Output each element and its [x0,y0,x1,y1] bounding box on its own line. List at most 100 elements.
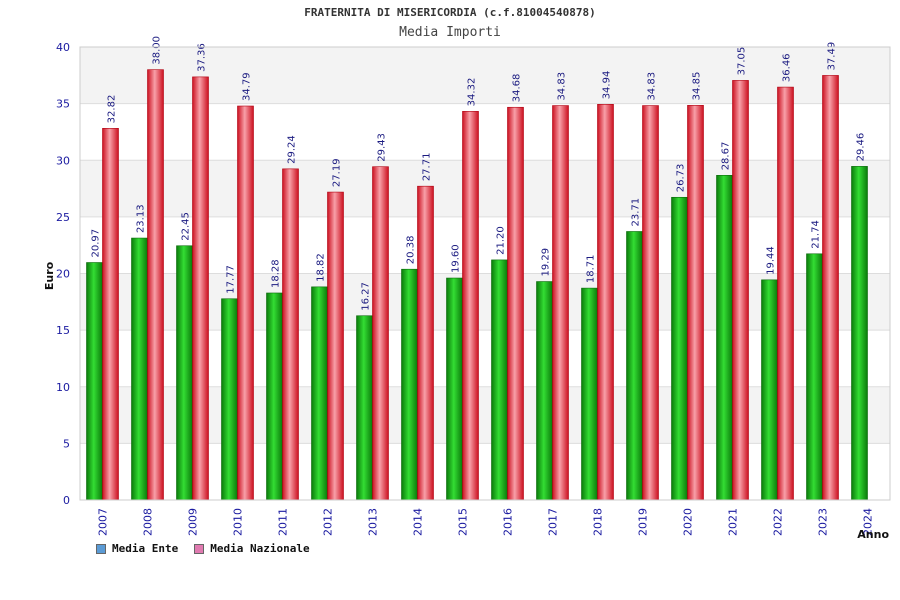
x-tick-label: 2018 [592,508,605,536]
y-tick-label: 5 [63,437,70,450]
bar-media-nazionale [777,86,794,501]
bar-media-ente [401,268,418,501]
y-axis-label: Euro [43,261,56,290]
bar-media-ente [626,231,643,501]
data-label: 34.85 [692,72,703,101]
x-tick-label: 2019 [637,508,650,536]
data-label: 29.46 [856,133,867,162]
data-label: 21.20 [496,226,507,255]
y-tick-label: 25 [56,211,70,224]
data-label: 34.79 [242,72,253,101]
y-tick-label: 40 [56,41,70,54]
data-label: 34.68 [512,74,523,103]
band [80,273,890,331]
data-label: 27.71 [422,153,433,182]
x-tick-label: 2007 [97,508,110,536]
bar-media-nazionale [147,69,164,501]
data-label: 18.28 [271,259,282,288]
data-label: 21.74 [811,220,822,249]
x-tick-label: 2010 [232,508,245,536]
data-label: 26.73 [676,164,687,193]
bar-media-nazionale [417,185,434,501]
plot-border [79,46,891,501]
band [80,216,890,274]
data-label: 37.05 [737,47,748,76]
bar-media-ente [851,166,868,501]
y-tick-label: 10 [56,381,70,394]
data-label: 23.71 [631,198,642,227]
bar-media-ente [716,175,733,501]
data-label: 27.19 [332,158,343,187]
x-tick-label: 2024 [862,508,875,536]
bar-media-ente [266,292,283,501]
data-label: 19.29 [541,248,552,277]
data-label: 19.44 [766,246,777,275]
bar-media-nazionale [282,168,299,501]
band [80,443,890,500]
x-tick-label: 2015 [457,508,470,536]
bar-media-nazionale [732,80,749,501]
legend-swatch-media-ente [96,543,106,554]
bar-media-nazionale [102,128,119,501]
y-tick-label: 15 [56,324,70,337]
bar-media-ente [761,279,778,501]
bar-media-ente [176,245,193,501]
bar-media-ente [131,237,148,501]
data-label: 36.46 [782,53,793,82]
x-tick-label: 2022 [772,508,785,536]
bar-media-nazionale [687,105,704,501]
chart-subtitle: Media Importi [399,25,501,40]
legend-swatch-media-nazionale [194,543,205,554]
data-label: 16.27 [361,282,372,311]
bar-media-nazionale [507,106,524,501]
bar-media-nazionale [822,75,839,501]
data-label: 34.83 [647,72,658,101]
band [80,330,890,387]
bar-media-ente [311,286,328,501]
data-label: 37.36 [197,43,208,72]
data-label: 37.49 [827,42,838,71]
legend-item-media-nazionale: Media Nazionale [194,542,310,555]
data-label: 18.71 [586,254,597,283]
data-label: 38.00 [152,36,163,65]
x-tick-label: 2023 [817,508,830,536]
data-label: 18.82 [316,253,327,282]
x-tick-label: 2009 [187,508,200,536]
bar-media-nazionale [372,166,389,501]
data-label: 29.24 [287,135,298,164]
y-tick-label: 30 [56,154,70,167]
data-label: 20.38 [406,236,417,265]
bar-media-ente [356,315,373,501]
bar-media-ente [221,298,238,501]
band [80,386,890,444]
data-label: 34.32 [467,78,478,107]
legend-label-media-ente: Media Ente [112,542,179,555]
y-tick-label: 20 [56,268,70,281]
data-label: 19.60 [451,244,462,273]
bar-media-nazionale [597,104,614,501]
x-tick-label: 2017 [547,508,560,536]
legend-item-media-ente: Media Ente [96,542,178,555]
data-label: 23.13 [136,204,147,233]
bar-media-ente [671,196,688,501]
x-tick-label: 2020 [682,508,695,536]
y-tick-label: 0 [63,494,70,507]
data-label: 34.83 [557,72,568,101]
band [80,47,890,104]
x-tick-label: 2013 [367,508,380,536]
x-tick-label: 2011 [277,508,290,536]
y-tick-label: 35 [56,98,70,111]
bar-media-ente [491,259,508,501]
data-label: 20.97 [91,229,102,258]
bar-media-nazionale [327,191,344,501]
bar-media-nazionale [552,105,569,501]
x-tick-label: 2016 [502,508,515,536]
bar-media-nazionale [462,111,479,501]
legend: Media Ente Media Nazionale [96,542,310,555]
bar-media-ente [536,281,553,501]
bar-media-ente [806,253,823,501]
data-label: 32.82 [107,95,118,124]
bar-media-nazionale [192,76,209,501]
